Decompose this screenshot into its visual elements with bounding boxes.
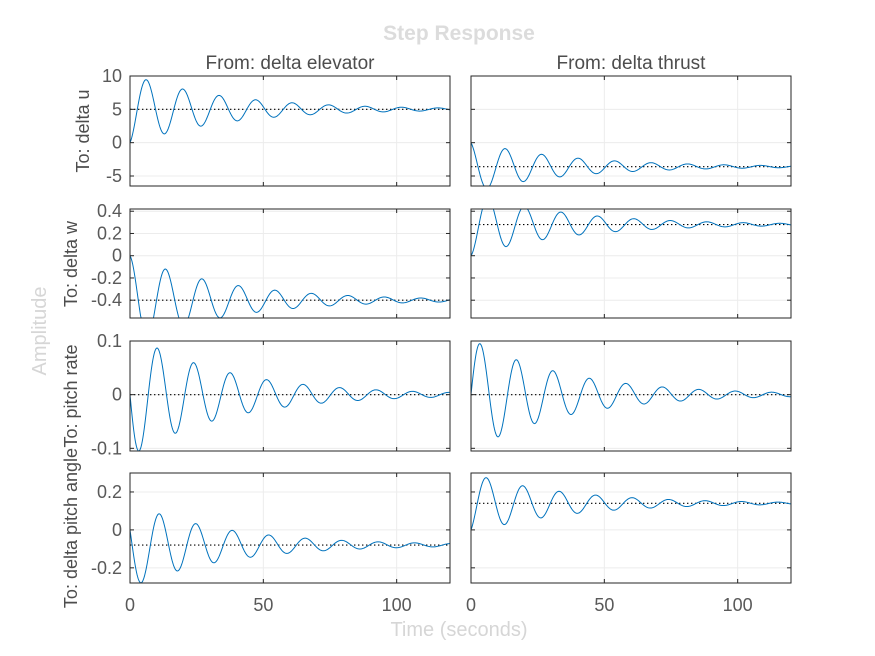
y-tick-label: 5	[112, 99, 122, 119]
y-tick-label: 0.4	[97, 201, 122, 221]
output-label-delta-pitch-angle: To: delta pitch angle	[61, 448, 81, 608]
output-label-pitch-rate: To: pitch rate	[61, 344, 81, 447]
panel-frame	[129, 472, 451, 584]
y-tick-label: 0	[112, 133, 122, 153]
response-curve	[129, 513, 451, 584]
x-tick-label: 0	[466, 595, 476, 615]
panel-r1-c1: -5 0 5 10	[102, 66, 451, 187]
y-tick-label: -0.1	[91, 438, 122, 458]
y-tick-label: 0.2	[97, 482, 122, 502]
output-label-delta-w: To: delta w	[61, 220, 81, 307]
x-tick-label: 0	[125, 595, 135, 615]
x-tick-label: 50	[594, 595, 614, 615]
panel-r4-c1: -0.200.20 50 100	[91, 472, 451, 615]
panel-background	[471, 341, 791, 451]
panel-frame	[129, 75, 451, 187]
response-curve	[129, 79, 451, 143]
input-title-delta-elevator: From: delta elevator	[206, 53, 376, 74]
y-tick-label: -0.4	[91, 290, 122, 310]
y-tick-label: 0	[112, 246, 122, 266]
x-tick-label: 100	[382, 595, 412, 615]
panel-frame	[470, 472, 792, 584]
panel-r2-c1: -0.4-0.20 0.20.4	[91, 201, 451, 319]
panel-frame	[129, 208, 451, 319]
panel-background	[471, 209, 791, 318]
panel-frame	[470, 340, 792, 452]
y-tick-label: -0.2	[91, 558, 122, 578]
panel-background	[471, 76, 791, 186]
response-curve	[470, 477, 792, 531]
input-title-delta-thrust: From: delta thrust	[557, 53, 707, 74]
output-label-delta-u: To: delta u	[73, 89, 93, 172]
panel-background	[130, 473, 450, 583]
panel-frame	[470, 75, 792, 187]
panel-r3-c1: -0.1 0 0.1	[91, 331, 451, 458]
response-curve	[470, 142, 792, 187]
response-curve	[470, 343, 792, 438]
panel-r1-c2	[470, 75, 792, 187]
y-tick-label: 0	[112, 520, 122, 540]
panel-r4-c2: 0 50 100	[466, 472, 792, 615]
panel-frame	[470, 208, 792, 319]
y-tick-label: -5	[106, 166, 122, 186]
panel-r3-c2	[470, 340, 792, 452]
panel-r2-c2	[470, 208, 792, 319]
y-axis-label: Amplitude	[29, 287, 51, 376]
panel-background	[130, 209, 450, 318]
y-tick-label: -0.2	[91, 268, 122, 288]
panel-frame	[129, 340, 451, 452]
response-curve	[129, 347, 451, 452]
panel-background	[130, 76, 450, 186]
y-tick-label: 0.1	[97, 331, 122, 351]
y-tick-label: 10	[102, 66, 122, 86]
x-tick-label: 100	[723, 595, 753, 615]
y-tick-label: 0.2	[97, 223, 122, 243]
chart-title: Step Response	[383, 22, 535, 45]
x-tick-label: 50	[253, 595, 273, 615]
y-tick-label: 0	[112, 385, 122, 405]
x-axis-label: Time (seconds)	[390, 619, 527, 641]
